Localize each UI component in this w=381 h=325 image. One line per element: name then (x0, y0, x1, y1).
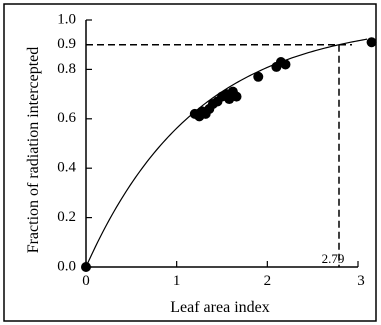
data-point (366, 37, 377, 48)
y-axis-title: Fraction of radiation intercepted (25, 47, 42, 254)
data-point (253, 71, 264, 82)
data-point (231, 91, 242, 102)
y-tick-label: 0.4 (57, 160, 76, 176)
y-tick-label: 0.0 (57, 258, 76, 274)
x-tick-label: 1 (173, 273, 181, 289)
y-tick-label: 0.2 (57, 209, 76, 225)
reference-x-label: 2.79 (322, 251, 345, 266)
frame (3, 3, 377, 322)
data-point (81, 262, 91, 272)
y-tick-label: 1.0 (57, 11, 76, 27)
y-tick-label: 0.8 (57, 61, 76, 77)
y-ticks: 0.0 0.2 0.4 0.6 0.8 1.0 (57, 11, 92, 274)
data-point (280, 59, 291, 70)
fitted-curve (85, 38, 368, 268)
x-axis-title: Leaf area index (170, 299, 269, 316)
reference-y-label: 0.9 (57, 36, 76, 52)
y-tick-label: 0.6 (57, 110, 76, 126)
x-tick-label: 3 (357, 273, 365, 289)
x-tick-label: 2 (264, 273, 272, 289)
x-tick-label: 0 (82, 273, 90, 289)
data-points (81, 37, 377, 272)
